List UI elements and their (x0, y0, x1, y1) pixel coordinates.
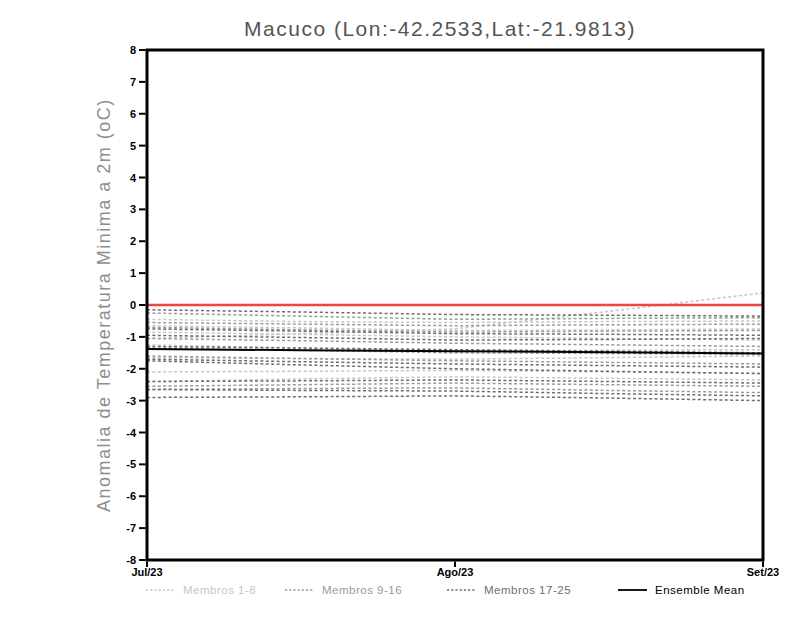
y-tick-label: 3 (130, 203, 136, 215)
y-tick-label: -7 (126, 522, 136, 534)
x-tick-label: Set/23 (747, 566, 779, 578)
y-tick-label: 1 (130, 267, 136, 279)
y-tick-label: 7 (130, 76, 136, 88)
y-tick-label: -3 (126, 395, 136, 407)
x-tick-label: Ago/23 (437, 566, 474, 578)
legend-label: Ensemble Mean (655, 584, 745, 596)
x-tick-label: Jul/23 (131, 566, 162, 578)
y-tick-label: -5 (126, 458, 136, 470)
y-tick-label: 4 (130, 172, 137, 184)
y-tick-label: -4 (126, 427, 137, 439)
y-tick-label: 2 (130, 235, 136, 247)
legend-label: Membros 1-8 (183, 584, 256, 596)
y-tick-label: -8 (126, 554, 136, 566)
y-tick-label: 8 (130, 44, 136, 56)
member-line (147, 370, 763, 373)
y-tick-label: -6 (126, 490, 136, 502)
member-line (147, 383, 763, 386)
plot-area: -8 -7 -6 -5 -4 -3 -2 -1 0 1 2 3 4 5 6 7 8 Jul/23 Ago/23 Set… (0, 0, 800, 618)
member-line (147, 396, 763, 401)
y-tick-label: 6 (130, 108, 136, 120)
ensemble-forecast-figure: Macuco (Lon:-42.2533,Lat:-21.9813) Anoma… (0, 0, 800, 618)
y-tick-label: 5 (130, 140, 136, 152)
legend-label: Membros 17-25 (484, 584, 571, 596)
y-tick-label: -1 (126, 331, 136, 343)
y-tick-label: -2 (126, 363, 136, 375)
y-tick-label: 0 (130, 299, 136, 311)
member-line (147, 389, 763, 395)
legend-label: Membros 9-16 (322, 584, 402, 596)
